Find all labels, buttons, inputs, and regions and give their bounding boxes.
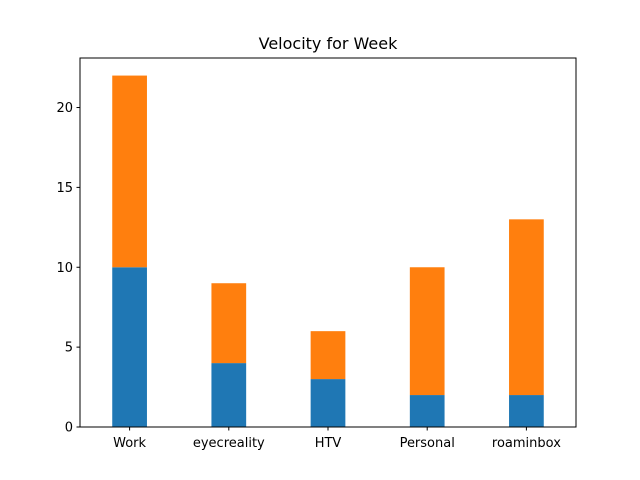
x-tick-label-eyecreality: eyecreality (193, 436, 265, 451)
x-tick-label-roaminbox: roaminbox (492, 436, 561, 451)
bar-series2-work (112, 75, 147, 268)
y-tick-label-15: 15 (56, 181, 73, 196)
x-tick-label-htv: HTV (315, 436, 342, 451)
bar-series1-eyecreality (211, 363, 247, 427)
x-axis: Work eyecreality HTV Personal roaminbox (113, 427, 561, 451)
bar-series2-roaminbox (509, 219, 544, 396)
y-tick-label-20: 20 (56, 101, 73, 116)
y-tick-label-0: 0 (65, 421, 73, 436)
bar-series2-personal (409, 267, 445, 396)
bar-series1-htv (310, 379, 346, 427)
x-tick-label-personal: Personal (400, 436, 455, 451)
y-tick-label-5: 5 (65, 341, 73, 356)
bar-series2-htv (310, 331, 346, 380)
x-tick-label-work: Work (113, 436, 146, 451)
chart-title: Velocity for Week (259, 34, 399, 53)
bar-series1-roaminbox (509, 395, 544, 427)
bars-group (112, 75, 544, 427)
bar-series2-eyecreality (211, 283, 247, 364)
bar-series1-work (112, 267, 147, 427)
y-axis: 0 5 10 15 20 (56, 101, 80, 436)
plot-frame (79, 57, 577, 428)
bar-series1-personal (409, 395, 445, 427)
y-tick-label-10: 10 (56, 261, 73, 276)
